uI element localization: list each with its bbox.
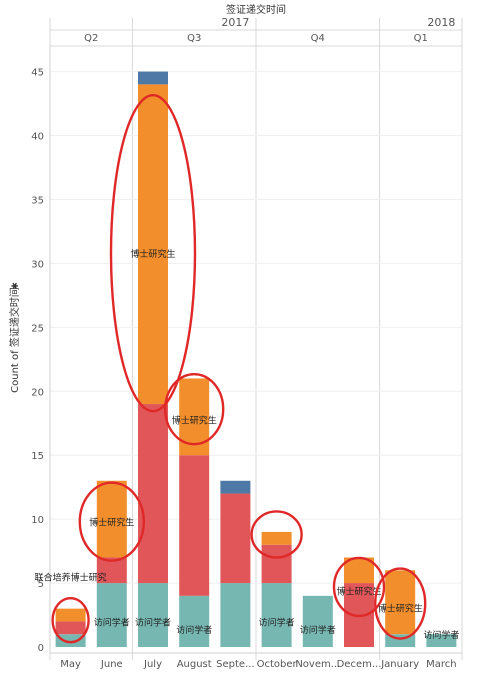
x-tick-label: Decem...: [337, 659, 382, 670]
axes: 0 5 10 15 20 25 30 35 40 45 May June July August Septe…: [31, 46, 462, 670]
quarter-label: Q2: [84, 33, 98, 44]
bar-segment: [220, 493, 251, 584]
x-tick-label: October: [257, 659, 298, 670]
y-tick-label: 25: [31, 323, 44, 334]
highlight-circle: [51, 596, 90, 644]
sort-icon: ✱: [11, 282, 21, 290]
bar-segment: [179, 595, 210, 647]
x-tick-label: August: [177, 659, 212, 670]
highlight-circle: [250, 510, 303, 559]
bar-annotation: 访问学者: [423, 629, 459, 641]
highlight-circle: [163, 372, 225, 446]
header-title: 签证递交时间: [226, 3, 286, 16]
bar-annotation: 访问学者: [176, 624, 212, 636]
highlight-circle: [109, 93, 197, 413]
bar-segment: [55, 608, 86, 622]
x-tick-label: March: [426, 659, 456, 670]
quarter-label: Q4: [311, 33, 325, 44]
bar-segment: [385, 570, 416, 635]
bar-annotation: 访问学者: [300, 624, 336, 636]
bar-segment: [220, 583, 251, 647]
bar-segment: [426, 634, 457, 647]
x-tick-label: July: [143, 659, 162, 670]
x-tick-label: May: [60, 659, 81, 670]
y-tick-label: 5: [38, 579, 44, 590]
x-tick-label: January: [380, 659, 419, 670]
bar-annotation: 博士研究生: [89, 517, 134, 529]
bar-segment: [138, 84, 168, 405]
x-tick-label: Novem...: [295, 659, 340, 670]
bar-segment: [96, 480, 127, 558]
bar-segment: [220, 480, 251, 494]
bars: [55, 71, 457, 647]
bar-annotation: 访问学者: [259, 616, 295, 628]
bar-segment: [138, 583, 168, 647]
quarter-label: Q3: [187, 33, 201, 44]
year-label: 2017: [221, 16, 249, 29]
y-tick-label: 0: [38, 643, 44, 654]
highlight-circle: [332, 556, 386, 618]
bar-segment: [179, 455, 210, 596]
bar-annotation: 博士研究生: [172, 414, 217, 426]
y-tick-label: 45: [31, 68, 44, 79]
bar-segment: [55, 634, 86, 647]
highlight-circles: [51, 93, 427, 644]
year-label: 2018: [427, 16, 455, 29]
quarter-label: Q1: [414, 33, 428, 44]
bar-annotation: 联合培养博士研究: [35, 572, 107, 584]
bar-segment: [344, 557, 374, 584]
bar-segment: [302, 595, 333, 647]
y-axis-label: Count of 签证递交时间: [8, 287, 21, 393]
bar-segment: [261, 531, 292, 545]
bar-annotation: 博士研究生: [130, 248, 175, 260]
y-tick-label: 35: [31, 195, 44, 206]
highlight-circle: [78, 481, 146, 562]
bar-annotation: 访问学者: [135, 616, 171, 628]
bar-annotation: 博士研究生: [336, 586, 381, 598]
bar-segment: [138, 404, 168, 584]
bar-segment: [96, 583, 127, 647]
y-tick-label: 10: [31, 515, 44, 526]
x-tick-label: Septe...: [216, 659, 254, 670]
bar-annotation: 访问学者: [94, 616, 130, 628]
highlight-circle: [374, 567, 427, 640]
y-tick-label: 20: [31, 387, 44, 398]
x-tick-label: June: [100, 659, 123, 670]
bar-segment: [55, 621, 86, 635]
y-tick-label: 40: [31, 132, 44, 143]
bar-segment: [261, 583, 292, 647]
y-tick-label: 30: [31, 259, 44, 270]
bar-segment: [138, 71, 168, 85]
bar-annotation: 博士研究生: [378, 602, 423, 614]
bar-segment: [261, 544, 292, 584]
y-tick-label: 15: [31, 451, 44, 462]
